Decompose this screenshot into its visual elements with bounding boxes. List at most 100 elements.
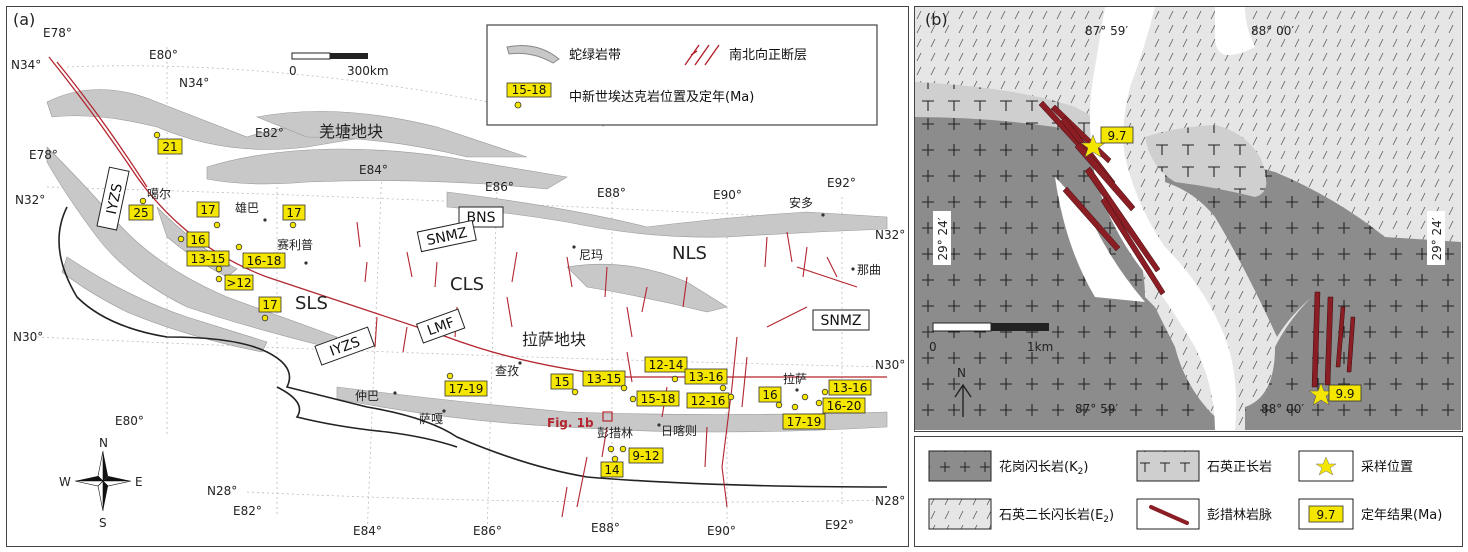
compass-e: E	[135, 475, 143, 489]
place-saga: 萨嘎	[419, 412, 443, 426]
svg-text:17-19: 17-19	[787, 415, 822, 429]
age-25: 25	[128, 197, 154, 221]
legend-granodiorite: 花岗闪长岩(K2)	[999, 459, 1088, 477]
ns-normal-faults	[356, 221, 858, 518]
compass-rose: N S W E	[59, 436, 143, 530]
place-zhongba: 仲巴	[355, 389, 379, 403]
terrane-sls: SLS	[295, 293, 328, 314]
coord-e90-top: E90°	[713, 188, 742, 202]
thrust-front	[58, 206, 888, 488]
compass-s: S	[99, 516, 107, 530]
scale-zero: 0	[289, 64, 297, 78]
legend-box	[486, 24, 878, 126]
coord-n28-left: N28°	[207, 484, 237, 498]
coord-e86-top: E86°	[485, 180, 514, 194]
coord-e80-top: E80°	[149, 48, 178, 62]
b-scale-white	[932, 322, 992, 332]
panel-a-label: (a)	[13, 10, 35, 29]
adakite-samples: 21 25 17 17 16 13-15 16-18 >12 17 17-19 …	[128, 131, 872, 478]
coord-b-top2: 88° 00′	[1251, 24, 1294, 38]
granodiorite-dome	[985, 368, 1120, 430]
place-anduo: 安多	[789, 195, 813, 210]
coord-e88-top: E88°	[597, 186, 626, 200]
legend-monzo-swatch	[928, 498, 992, 530]
svg-text:N: N	[957, 366, 966, 380]
legend-granodiorite-swatch	[928, 450, 992, 482]
coord-b-bottom1: 87° 59′	[1075, 402, 1118, 416]
svg-text:BNS: BNS	[467, 210, 496, 226]
legend-agebox-value: 9.7	[1316, 508, 1335, 522]
terrane-nls: NLS	[672, 243, 707, 264]
place-xiongba: 雄巴	[235, 200, 259, 215]
age-gt12: >12	[215, 274, 254, 291]
coord-n30-left: N30°	[13, 330, 43, 344]
svg-text:>12: >12	[226, 276, 251, 290]
coord-e92-bottom: E92°	[825, 518, 854, 532]
panel-b-legend: 花岗闪长岩(K2) 石英正长岩 采样位置 石英二长闪长岩(E2) 彭措林岩脉 9…	[914, 436, 1463, 547]
coord-e84-top: E84°	[359, 163, 388, 177]
age-17c: 17	[258, 296, 282, 322]
legend-adakite-label: 中新世埃达克岩位置及定年(Ma)	[569, 89, 754, 105]
zone-snmz-2: SNMZ	[812, 309, 870, 331]
place-naqu: 那曲	[857, 263, 881, 277]
coord-e86-bottom: E86°	[473, 524, 502, 538]
coord-e84-bottom: E84°	[353, 524, 382, 538]
compass-n: N	[99, 436, 108, 450]
legend-sample-dot	[514, 101, 522, 109]
valley-branch	[1055, 177, 1145, 302]
age-16: 16	[177, 231, 210, 248]
legend-age-value: 15-18	[512, 83, 547, 97]
zone-iyzs-2: IYZS	[314, 326, 376, 366]
svg-text:17: 17	[262, 298, 277, 312]
legend-age-result: 定年结果(Ma)	[1361, 508, 1442, 523]
svg-text:16: 16	[190, 233, 205, 247]
legend-agebox-icon	[1308, 505, 1344, 523]
svg-text:16-18: 16-18	[247, 254, 282, 268]
svg-text:12-14: 12-14	[649, 358, 684, 372]
svg-text:17-19: 17-19	[449, 382, 484, 396]
age-16b: 16	[758, 386, 783, 409]
svg-text:12-16: 12-16	[691, 394, 726, 408]
age-16-18: 16-18	[215, 252, 286, 273]
zone-lmf: LMF	[415, 308, 466, 344]
panel-a-map: 蛇绿岩带 南北向正断层 15-18 中新世埃达克岩位置及定年(Ma) 0 300…	[6, 6, 909, 547]
place-chaya: 查孜	[495, 364, 519, 378]
coord-n30-right: N30°	[875, 358, 905, 372]
age-17-19a: 17-19	[444, 372, 488, 397]
coord-e82-bottom: E82°	[233, 504, 262, 518]
zone-snmz-1: SNMZ	[416, 219, 477, 253]
coord-n32-right: N32°	[875, 228, 905, 242]
scale-bar-white	[291, 52, 331, 60]
age-9-12: 9-12	[607, 445, 664, 464]
major-faults	[48, 56, 887, 378]
terrane-lhasa: 拉萨地块	[522, 330, 586, 349]
svg-text:SNMZ: SNMZ	[820, 313, 861, 329]
svg-text:IYZS: IYZS	[104, 182, 126, 216]
syenite-east	[1145, 125, 1267, 197]
svg-text:15: 15	[554, 375, 569, 389]
age-13-15b: 13-15	[582, 370, 628, 392]
sample-age-1: 9.7	[1107, 129, 1126, 143]
svg-text:13-16: 13-16	[689, 370, 724, 384]
legend-syenite-swatch	[1136, 450, 1200, 482]
compass-w: W	[59, 475, 71, 489]
age-21: 21	[153, 131, 183, 155]
age-15-18: 15-18	[629, 390, 680, 407]
svg-text:13-16: 13-16	[833, 381, 868, 395]
svg-text:17: 17	[286, 206, 301, 220]
legend-ophiolite-swatch	[506, 45, 560, 64]
sample-age-2: 9.9	[1335, 387, 1354, 401]
b-scale-black	[991, 323, 1049, 331]
coord-n34-mid: N34°	[179, 76, 209, 90]
granodiorite-east	[1165, 163, 1461, 337]
fig-1b-box	[602, 411, 613, 422]
legend-fault-swatch	[684, 44, 720, 66]
north-arrow: N	[954, 366, 972, 417]
coord-e78-top: E78°	[43, 26, 72, 40]
place-shigatse: 日喀则	[661, 424, 697, 438]
age-13-16b: 13-16	[821, 379, 872, 396]
coord-b-bottom2: 88° 00′	[1261, 402, 1304, 416]
coord-e90-bottom: E90°	[707, 524, 736, 538]
syenite-west	[915, 82, 1125, 157]
geology-map-svg: 9.7 9.9 87° 59′ 88° 00′ 29° 24′ 29° 24′ …	[915, 7, 1461, 430]
